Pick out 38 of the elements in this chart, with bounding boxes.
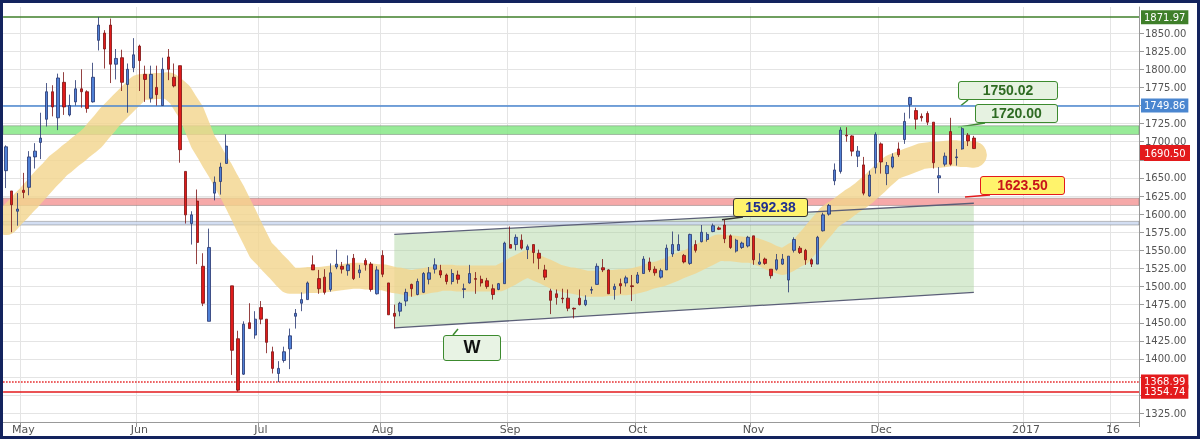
callout-box: W	[443, 335, 501, 361]
ref-line-label: 1749.86	[1144, 100, 1186, 112]
x-tick-label: May	[12, 423, 36, 436]
x-tick-label: Jun	[129, 423, 148, 436]
y-tick-label: 1825.00	[1145, 45, 1187, 57]
y-tick-label: 1850.00	[1145, 27, 1187, 39]
ref-line-label: 1871.97	[1144, 11, 1186, 23]
y-tick-label: 1800.00	[1145, 63, 1187, 75]
y-tick-label: 1475.00	[1145, 299, 1187, 311]
y-tick-label: 1725.00	[1145, 118, 1187, 130]
y-tick-label: 1500.00	[1145, 281, 1187, 293]
x-tick-label: 16	[1105, 423, 1120, 436]
x-tick-label: Jul	[253, 423, 268, 436]
y-tick-label: 1575.00	[1145, 226, 1187, 238]
callout-box: 1592.38	[733, 198, 808, 217]
y-tick-label: 1400.00	[1145, 353, 1187, 365]
y-tick-label: 1325.00	[1145, 407, 1187, 419]
x-tick-label: Aug	[371, 423, 394, 436]
y-tick-label: 1525.00	[1145, 262, 1187, 274]
text: 1690.50	[1144, 147, 1186, 159]
callout-box: 1623.50	[980, 176, 1065, 195]
y-tick-label: 1775.00	[1145, 81, 1187, 93]
x-tick-label: Nov	[742, 423, 765, 436]
ref-line-label: 1368.99	[1144, 375, 1186, 387]
x-tick-label: Oct	[628, 423, 648, 436]
y-tick-label: 1425.00	[1145, 335, 1187, 347]
y-tick-label: 1650.00	[1145, 172, 1187, 184]
y-tick-label: 1600.00	[1145, 208, 1187, 220]
y-tick-label: 1625.00	[1145, 190, 1187, 202]
callout-box: 1720.00	[975, 104, 1058, 123]
x-tick-label: 2017	[1011, 423, 1040, 436]
y-tick-label: 1450.00	[1145, 317, 1187, 329]
ref-line-label: 1354.74	[1144, 386, 1186, 398]
callout-box: 1750.02	[958, 81, 1058, 100]
x-tick-label: Dec	[870, 423, 892, 436]
y-tick-label: 1550.00	[1145, 244, 1187, 256]
y-tick-label: 1700.00	[1145, 136, 1187, 148]
x-tick-label: Sep	[499, 423, 521, 436]
